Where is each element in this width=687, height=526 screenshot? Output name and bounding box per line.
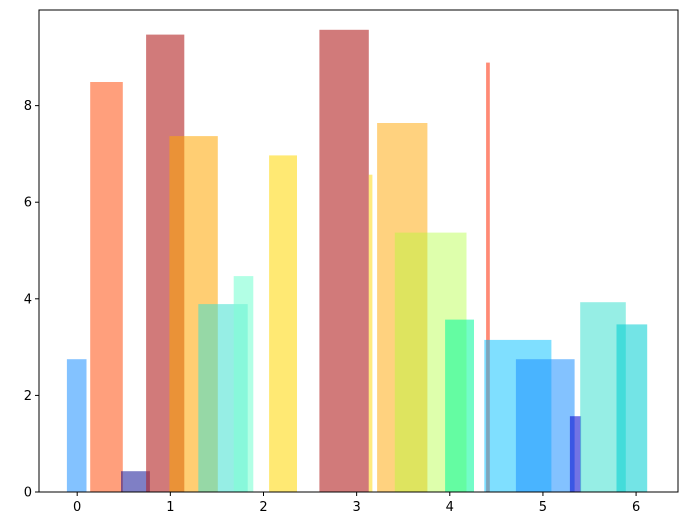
x-axis: 0 1 2 3 4 5 6 (73, 492, 640, 515)
bar-9 (368, 174, 373, 492)
y-tick-label-2: 4 (24, 292, 32, 307)
bar-15 (515, 359, 575, 492)
y-tick-label-3: 6 (24, 196, 32, 211)
bar-10 (377, 123, 428, 492)
y-axis: 0 2 4 6 8 (24, 99, 39, 501)
plot-area-frame (38, 9, 679, 493)
x-tick-label-5: 5 (539, 500, 547, 515)
bar-12 (445, 319, 474, 492)
bar-18 (616, 324, 648, 492)
bars-layer (66, 29, 648, 493)
bar-6 (233, 276, 254, 492)
x-tick-label-3: 3 (352, 500, 360, 515)
bar-0 (66, 359, 87, 492)
x-tick-label-6: 6 (632, 500, 640, 515)
y-tick-label-1: 2 (24, 389, 32, 404)
y-tick-label-0: 0 (24, 486, 32, 501)
bar-1 (90, 82, 123, 492)
bar-13 (486, 62, 490, 492)
bar-8 (319, 29, 369, 493)
bar-7 (269, 155, 297, 492)
y-tick-label-4: 8 (24, 99, 32, 114)
x-tick-label-0: 0 (73, 500, 81, 515)
x-tick-label-4: 4 (446, 500, 454, 515)
x-tick-label-1: 1 (166, 500, 174, 515)
bar-2 (121, 471, 150, 492)
x-tick-label-2: 2 (259, 500, 267, 515)
bar-16 (569, 416, 582, 492)
